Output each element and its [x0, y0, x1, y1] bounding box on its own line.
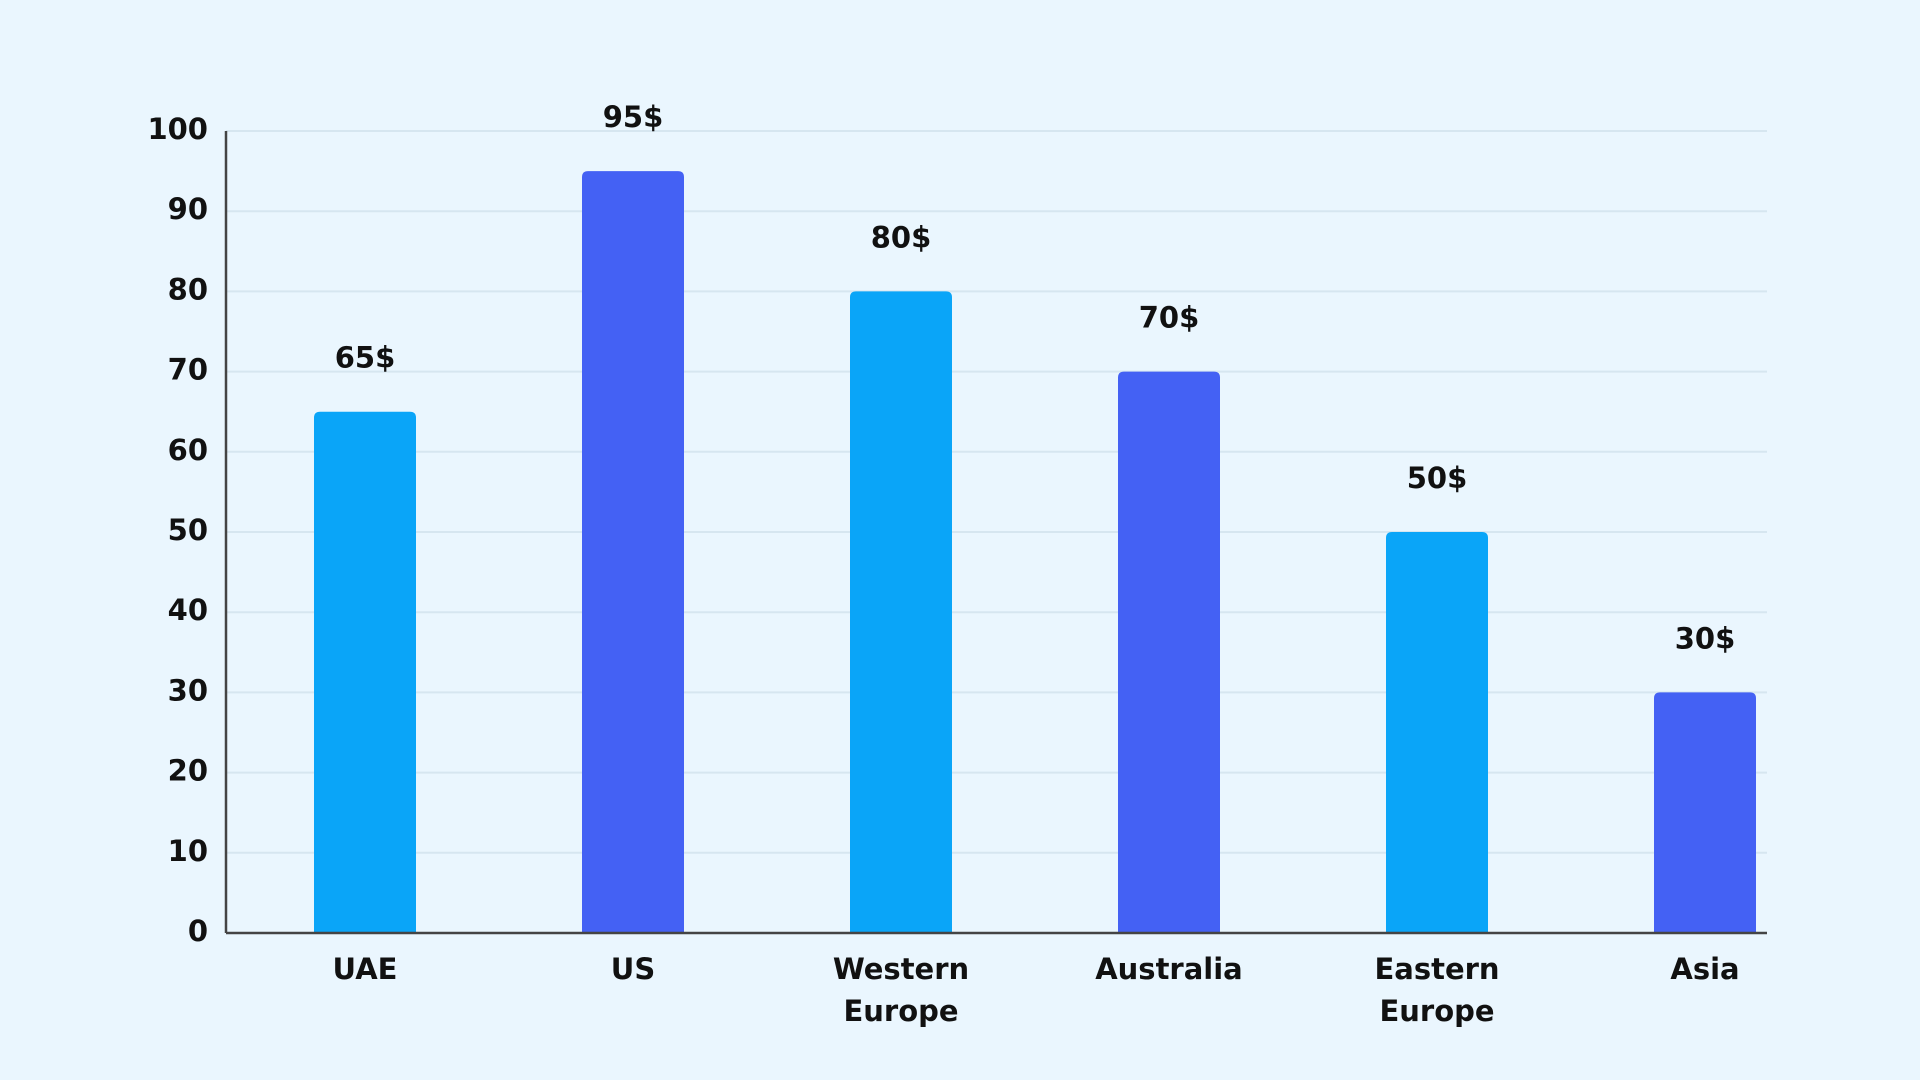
x-tick-label-box: Asia [1670, 952, 1740, 986]
y-tick-label: 80 [168, 272, 208, 306]
value-label: 30$ [1675, 621, 1736, 655]
value-label: 50$ [1407, 461, 1468, 495]
x-tick-label-box: Australia [1095, 952, 1243, 986]
y-tick-label: 70 [168, 353, 208, 387]
value-label: 80$ [871, 220, 932, 254]
x-tick-label: UAE [332, 952, 398, 986]
y-tick-label: 60 [168, 433, 208, 467]
bar [582, 171, 684, 934]
y-tick-label: 50 [168, 513, 208, 547]
value-label: 70$ [1139, 301, 1200, 335]
value-label: 95$ [603, 100, 664, 134]
x-tick-label: Western Europe [832, 952, 970, 1028]
bar [850, 291, 952, 933]
x-tick-label-box: Eastern Europe [1374, 952, 1500, 1028]
x-tick-label: Asia [1670, 952, 1740, 986]
x-tick-label-box: Western Europe [832, 952, 970, 1028]
y-tick-label: 10 [168, 834, 208, 868]
y-tick-label: 0 [188, 914, 208, 948]
x-tick-label: US [610, 952, 656, 986]
y-tick-label: 40 [168, 593, 208, 627]
x-tick-label: Eastern Europe [1374, 952, 1500, 1028]
bar [1386, 532, 1488, 933]
y-tick-label: 20 [168, 754, 208, 788]
y-tick-label: 30 [168, 673, 208, 707]
bar [314, 411, 416, 933]
x-tick-label: Australia [1095, 952, 1243, 986]
x-tick-label-box: US [610, 952, 656, 986]
y-tick-label: 90 [168, 192, 208, 226]
bar [1654, 692, 1756, 933]
y-tick-label: 100 [147, 112, 208, 146]
bar [1118, 371, 1220, 934]
x-tick-label-box: UAE [332, 952, 398, 986]
value-label: 65$ [335, 341, 396, 375]
